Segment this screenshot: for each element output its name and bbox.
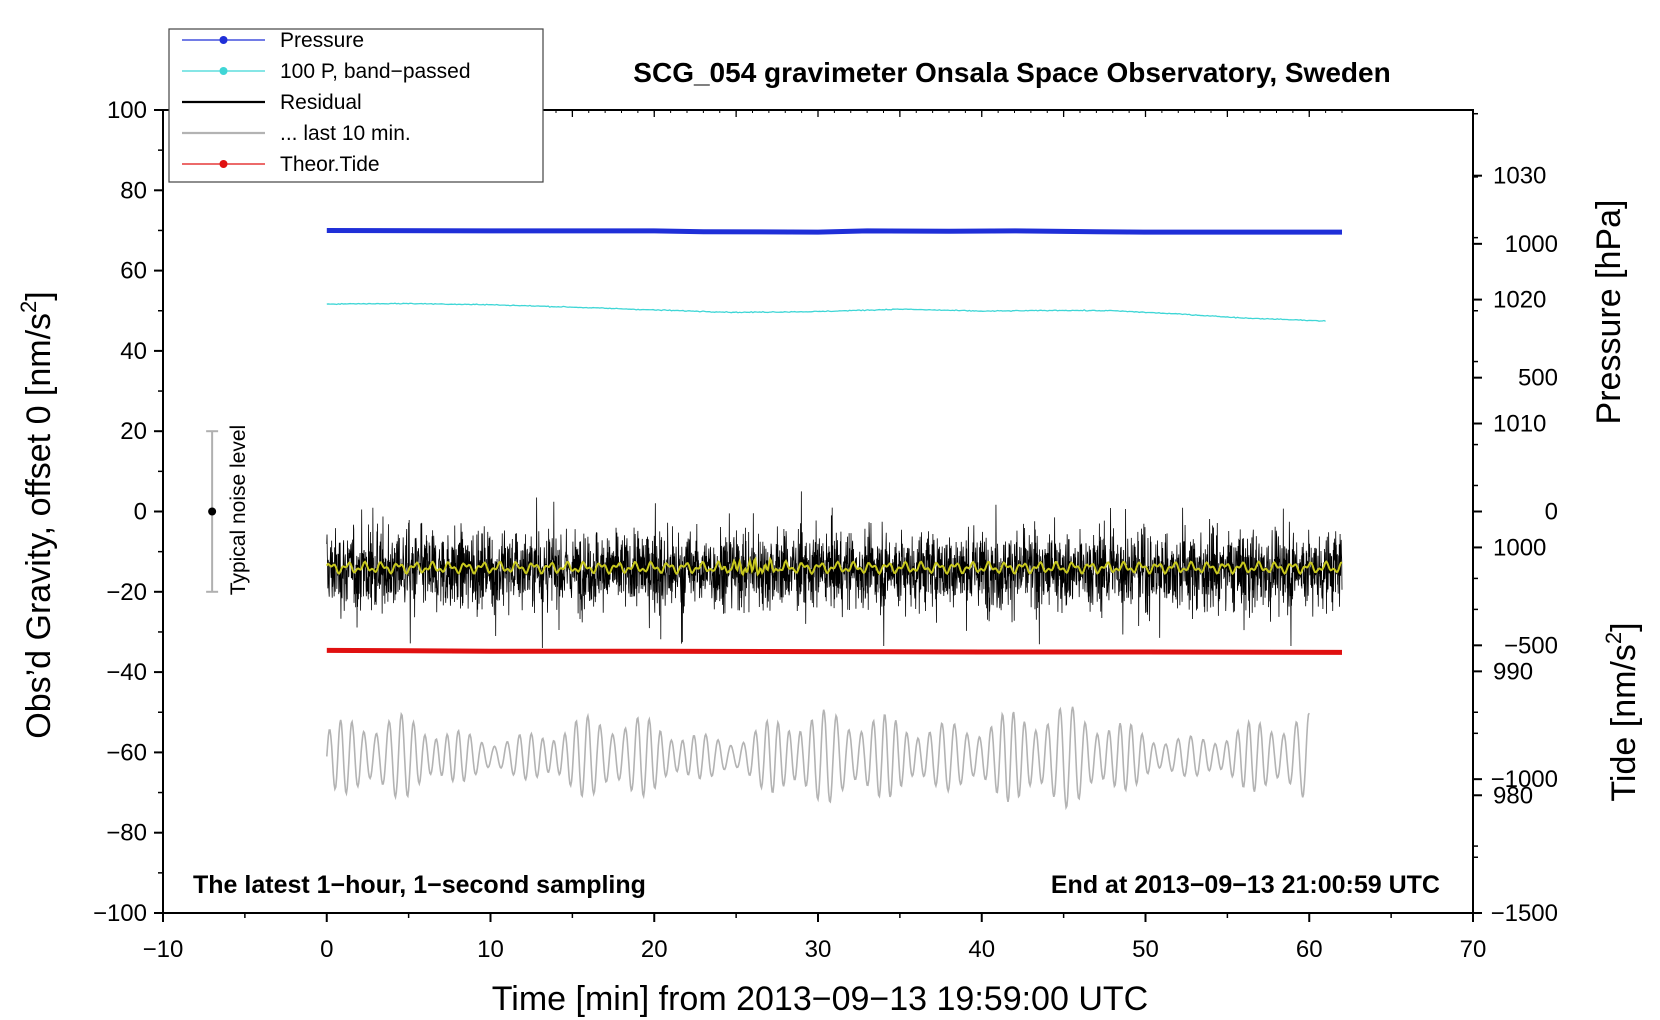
series-theor-tide [326, 647, 1343, 655]
pressure-axis-title: Pressure [hPa] [1590, 200, 1628, 425]
y-axis-title-sup: 2 [16, 301, 41, 313]
axis-labels-layer: −10 0 10 20 30 40 50 60 70−100−80−60−40−20020406… [93, 97, 1558, 963]
legend-label-1: 100 P, band−passed [280, 60, 471, 83]
pressure-tick-label-1: 990 [1493, 658, 1533, 685]
y-tick-label-5: 0 [134, 499, 147, 526]
y-tick-label-2: −60 [106, 739, 147, 766]
pressure-tick-label-5: 1030 [1493, 163, 1546, 190]
pressure-tick-label-2: 1000 [1493, 534, 1546, 561]
y-axis-title-main: Obs’d Gravity, offset 0 [nm/s [20, 313, 58, 739]
y-tick-label-10: 100 [107, 97, 147, 124]
axis-ticks-layer [154, 109, 1482, 922]
x-tick-label-4: 30 [805, 936, 832, 963]
legend-box [168, 28, 544, 183]
tide-axis-title-sup: 2 [1601, 632, 1626, 644]
series-residual [326, 491, 1343, 649]
x-tick-label-3: 20 [641, 936, 668, 963]
legend: Pressure 100 P, band−passed Residual ... la… [168, 28, 544, 183]
chart-title: SCG_054 gravimeter Onsala Space Observat… [633, 57, 1390, 88]
y-tick-label-0: −100 [93, 900, 147, 927]
end-time-note: End at 2013−09−13 21:00:59 UTC [1051, 871, 1440, 899]
legend-label-0: Pressure [280, 29, 364, 52]
legend-marker-1 [219, 67, 228, 75]
tide-axis-title: Tide [nm/s2] [1601, 622, 1643, 801]
tide-tick-label-3: 0 [1545, 499, 1558, 526]
y-tick-label-3: −40 [106, 659, 147, 686]
noise-level-label: Typical noise level [227, 425, 250, 595]
y-tick-label-4: −20 [106, 579, 147, 606]
tide-tick-label-2: −500 [1504, 632, 1558, 659]
legend-label-2: Residual [280, 91, 362, 114]
tide-axis-title-close: ] [1605, 622, 1643, 631]
x-axis-title: Time [min] from 2013−09−13 19:59:00 UTC [492, 980, 1148, 1018]
legend-label-3: ... last 10 min. [280, 122, 411, 145]
x-tick-label-5: 40 [968, 936, 995, 963]
y-tick-label-7: 40 [120, 338, 147, 365]
pressure-tick-label-4: 1020 [1493, 287, 1546, 314]
legend-label-4: Theor.Tide [280, 153, 380, 176]
x-tick-label-8: 70 [1460, 936, 1487, 963]
noise-bar-center [208, 507, 217, 516]
y-axis-title: Obs’d Gravity, offset 0 [nm/s2] [16, 291, 58, 738]
series-residual-smoothed [325, 556, 1343, 577]
x-tick-label-6: 50 [1132, 936, 1159, 963]
y-axis-title-close: ] [20, 291, 58, 300]
plot-data-layer [206, 228, 1343, 811]
tide-tick-label-1: −1000 [1491, 766, 1558, 793]
y-tick-label-1: −80 [106, 820, 147, 847]
tide-tick-label-5: 1000 [1505, 231, 1558, 258]
legend-marker-4 [219, 160, 228, 168]
x-tick-label-2: 10 [477, 936, 504, 963]
pressure-tick-label-3: 1010 [1493, 411, 1546, 438]
x-tick-label-7: 60 [1296, 936, 1323, 963]
tide-tick-label-0: −1500 [1491, 900, 1558, 927]
x-tick-label-0: −10 [143, 936, 184, 963]
pressure-tick-label-0: 980 [1493, 782, 1533, 809]
tide-axis-title-main: Tide [nm/s [1605, 644, 1643, 801]
series-last-10-min [326, 706, 1310, 811]
series-pressure [326, 228, 1342, 235]
y-tick-label-6: 20 [120, 418, 147, 445]
legend-marker-0 [219, 36, 228, 44]
y-tick-label-9: 80 [120, 177, 147, 204]
tide-tick-label-4: 500 [1518, 365, 1558, 392]
sampling-note: The latest 1−hour, 1−second sampling [193, 871, 646, 899]
series-band-passed [326, 302, 1326, 322]
legend-entries: Pressure 100 P, band−passed Residual ... la… [182, 29, 471, 176]
x-tick-label-1: 0 [320, 936, 333, 963]
y-tick-label-8: 60 [120, 258, 147, 285]
